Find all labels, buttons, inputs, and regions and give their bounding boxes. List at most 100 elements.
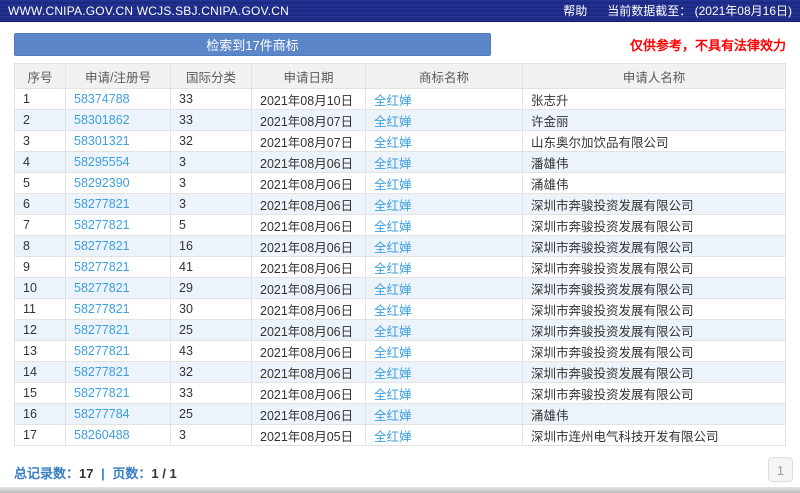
application-number-link[interactable]: 58277821 <box>65 235 171 257</box>
row-index: 12 <box>14 319 66 341</box>
trademark-name-link[interactable]: 全红婵 <box>365 319 523 341</box>
application-date: 2021年08月06日 <box>251 235 366 257</box>
row-index: 10 <box>14 277 66 299</box>
table-row: 2 58301862 33 2021年08月07日 全红婵 许金丽 <box>14 109 786 131</box>
application-number-link[interactable]: 58301321 <box>65 130 171 152</box>
application-number-link[interactable]: 58277784 <box>65 403 171 425</box>
trademark-name-link[interactable]: 全红婵 <box>365 277 523 299</box>
summary-separator: | <box>101 466 105 481</box>
trademark-name-link[interactable]: 全红婵 <box>365 151 523 173</box>
international-class: 25 <box>170 319 252 341</box>
row-index: 13 <box>14 340 66 362</box>
international-class: 25 <box>170 403 252 425</box>
international-class: 3 <box>170 151 252 173</box>
application-number-link[interactable]: 58277821 <box>65 193 171 215</box>
international-class: 41 <box>170 256 252 278</box>
application-date: 2021年08月05日 <box>251 424 366 446</box>
international-class: 3 <box>170 172 252 194</box>
applicant-name: 山东奥尔加饮品有限公司 <box>522 130 786 152</box>
applicant-name: 深圳市奔骏投资发展有限公司 <box>522 277 786 299</box>
table-row: 12 58277821 25 2021年08月06日 全红婵 深圳市奔骏投资发展… <box>14 319 786 341</box>
row-index: 16 <box>14 403 66 425</box>
table-row: 9 58277821 41 2021年08月06日 全红婵 深圳市奔骏投资发展有… <box>14 256 786 278</box>
trademark-name-link[interactable]: 全红婵 <box>365 424 523 446</box>
table-row: 6 58277821 3 2021年08月06日 全红婵 深圳市奔骏投资发展有限… <box>14 193 786 215</box>
application-number-link[interactable]: 58260488 <box>65 424 171 446</box>
results-table-body: 1 58374788 33 2021年08月10日 全红婵 张志升 2 5830… <box>14 88 786 446</box>
table-row: 16 58277784 25 2021年08月06日 全红婵 涌雄伟 <box>14 403 786 425</box>
application-date: 2021年08月06日 <box>251 256 366 278</box>
international-class: 33 <box>170 382 252 404</box>
application-number-link[interactable]: 58277821 <box>65 361 171 383</box>
application-number-link[interactable]: 58292390 <box>65 172 171 194</box>
application-date: 2021年08月06日 <box>251 319 366 341</box>
table-row: 17 58260488 3 2021年08月05日 全红婵 深圳市连州电气科技开… <box>14 424 786 446</box>
table-row: 13 58277821 43 2021年08月06日 全红婵 深圳市奔骏投资发展… <box>14 340 786 362</box>
application-number-link[interactable]: 58374788 <box>65 88 171 110</box>
application-date: 2021年08月06日 <box>251 277 366 299</box>
table-row: 11 58277821 30 2021年08月06日 全红婵 深圳市奔骏投资发展… <box>14 298 786 320</box>
page-1-button[interactable]: 1 <box>768 457 793 482</box>
applicant-name: 深圳市奔骏投资发展有限公司 <box>522 298 786 320</box>
international-class: 32 <box>170 130 252 152</box>
column-header-date: 申请日期 <box>251 63 366 89</box>
record-summary: 总记录数：17 | 页数：1 / 1 <box>14 463 786 482</box>
trademark-name-link[interactable]: 全红婵 <box>365 235 523 257</box>
application-date: 2021年08月06日 <box>251 382 366 404</box>
application-date: 2021年08月06日 <box>251 361 366 383</box>
international-class: 3 <box>170 424 252 446</box>
table-row: 5 58292390 3 2021年08月06日 全红婵 涌雄伟 <box>14 172 786 194</box>
column-header-reg: 申请/注册号 <box>65 63 171 89</box>
application-date: 2021年08月07日 <box>251 130 366 152</box>
table-row: 3 58301321 32 2021年08月07日 全红婵 山东奥尔加饮品有限公… <box>14 130 786 152</box>
application-number-link[interactable]: 58277821 <box>65 214 171 236</box>
application-date: 2021年08月06日 <box>251 193 366 215</box>
applicant-name: 许金丽 <box>522 109 786 131</box>
trademark-name-link[interactable]: 全红婵 <box>365 109 523 131</box>
trademark-name-link[interactable]: 全红婵 <box>365 172 523 194</box>
site-url: WWW.CNIPA.GOV.CN WCJS.SBJ.CNIPA.GOV.CN <box>8 3 289 18</box>
application-date: 2021年08月06日 <box>251 214 366 236</box>
trademark-name-link[interactable]: 全红婵 <box>365 256 523 278</box>
row-index: 1 <box>14 88 66 110</box>
row-index: 17 <box>14 424 66 446</box>
trademark-name-link[interactable]: 全红婵 <box>365 88 523 110</box>
trademark-name-link[interactable]: 全红婵 <box>365 403 523 425</box>
international-class: 3 <box>170 193 252 215</box>
row-index: 6 <box>14 193 66 215</box>
table-row: 1 58374788 33 2021年08月10日 全红婵 张志升 <box>14 88 786 110</box>
applicant-name: 深圳市奔骏投资发展有限公司 <box>522 235 786 257</box>
trademark-name-link[interactable]: 全红婵 <box>365 214 523 236</box>
application-number-link[interactable]: 58301862 <box>65 109 171 131</box>
results-table: 序号 申请/注册号 国际分类 申请日期 商标名称 申请人名称 1 58374788 33 … <box>14 63 786 446</box>
trademark-name-link[interactable]: 全红婵 <box>365 298 523 320</box>
application-number-link[interactable]: 58277821 <box>65 382 171 404</box>
row-index: 5 <box>14 172 66 194</box>
applicant-name: 张志升 <box>522 88 786 110</box>
application-number-link[interactable]: 58295554 <box>65 151 171 173</box>
applicant-name: 深圳市奔骏投资发展有限公司 <box>522 193 786 215</box>
help-link[interactable]: 帮助 <box>563 4 588 18</box>
window-bottom-edge <box>0 487 800 493</box>
column-header-mark: 商标名称 <box>365 63 523 89</box>
application-number-link[interactable]: 58277821 <box>65 340 171 362</box>
applicant-name: 深圳市奔骏投资发展有限公司 <box>522 319 786 341</box>
applicant-name: 深圳市奔骏投资发展有限公司 <box>522 256 786 278</box>
trademark-name-link[interactable]: 全红婵 <box>365 130 523 152</box>
table-row: 7 58277821 5 2021年08月06日 全红婵 深圳市奔骏投资发展有限… <box>14 214 786 236</box>
pages-value: 1 / 1 <box>151 466 177 481</box>
result-count-button[interactable]: 检索到17件商标 <box>14 33 491 56</box>
row-index: 7 <box>14 214 66 236</box>
international-class: 33 <box>170 109 252 131</box>
application-date: 2021年08月06日 <box>251 172 366 194</box>
international-class: 32 <box>170 361 252 383</box>
application-number-link[interactable]: 58277821 <box>65 298 171 320</box>
application-number-link[interactable]: 58277821 <box>65 319 171 341</box>
trademark-name-link[interactable]: 全红婵 <box>365 382 523 404</box>
trademark-name-link[interactable]: 全红婵 <box>365 340 523 362</box>
international-class: 43 <box>170 340 252 362</box>
trademark-name-link[interactable]: 全红婵 <box>365 361 523 383</box>
application-number-link[interactable]: 58277821 <box>65 256 171 278</box>
application-number-link[interactable]: 58277821 <box>65 277 171 299</box>
trademark-name-link[interactable]: 全红婵 <box>365 193 523 215</box>
